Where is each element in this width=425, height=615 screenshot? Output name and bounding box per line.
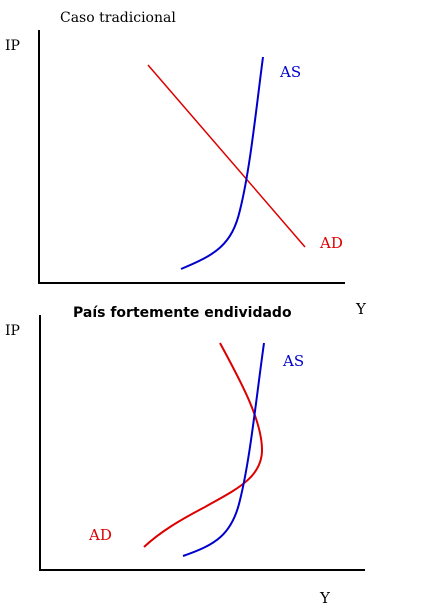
bottom-panel: País fortemente endividado IP AS AD Y bbox=[5, 305, 365, 607]
top-as-label: AS bbox=[279, 63, 301, 81]
top-ad-curve bbox=[147, 64, 306, 248]
bottom-as-curve bbox=[182, 342, 265, 557]
bottom-ad-curve bbox=[143, 342, 264, 548]
top-panel: Caso tradicional IP AS AD Y bbox=[5, 10, 367, 318]
bottom-as-label: AS bbox=[282, 352, 304, 370]
bottom-panel-title: País fortemente endividado bbox=[73, 305, 292, 321]
top-y-axis-label: IP bbox=[5, 38, 20, 54]
bottom-ad-label: AD bbox=[88, 526, 112, 544]
top-as-curve bbox=[180, 56, 264, 270]
bottom-y-axis-label: IP bbox=[5, 323, 20, 339]
top-x-axis-label: Y bbox=[355, 300, 367, 318]
top-panel-title: Caso tradicional bbox=[60, 10, 176, 26]
top-ad-label: AD bbox=[319, 234, 343, 252]
bottom-x-axis-label: Y bbox=[319, 589, 331, 607]
